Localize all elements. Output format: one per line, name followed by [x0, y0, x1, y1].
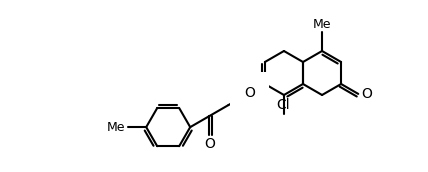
Text: O: O — [204, 137, 215, 152]
Text: Me: Me — [107, 121, 125, 134]
Text: O: O — [361, 87, 372, 101]
Text: Cl: Cl — [276, 98, 290, 112]
Text: Me: Me — [313, 18, 331, 31]
Text: O: O — [244, 86, 255, 100]
